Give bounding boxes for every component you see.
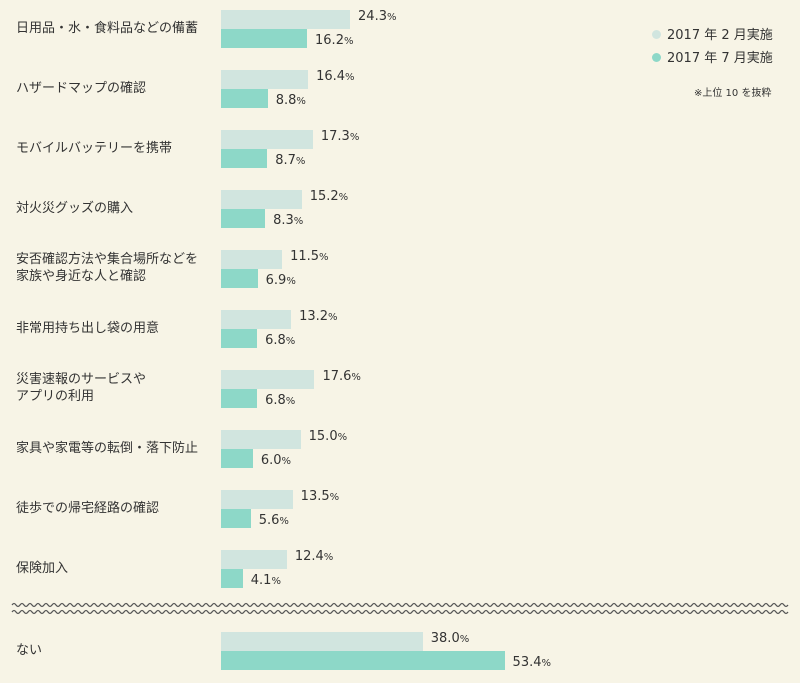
chart-note: ※上位 10 を抜粋: [694, 88, 772, 99]
legend-label-jul: 2017 年 7 月実施: [667, 51, 773, 66]
category-label: 日用品・水・食料品などの備蓄: [16, 21, 199, 36]
legend-item-feb: 2017 年 2 月実施: [652, 24, 773, 43]
bar-feb: [221, 250, 283, 269]
data-label: 11.5%: [290, 249, 329, 264]
category-label: ハザードマップの確認: [16, 81, 147, 96]
bar-jul: [221, 329, 258, 348]
data-label: 8.8%: [275, 93, 306, 108]
legend-swatch-feb: [652, 30, 661, 39]
data-label: 16.2%: [315, 33, 354, 48]
legend-swatch-jul: [652, 53, 661, 62]
category-label: 徒歩での帰宅経路の確認: [16, 501, 160, 516]
legend-item-jul: 2017 年 7 月実施: [652, 47, 773, 66]
category-label: 安否確認方法や集合場所などを 家族や身近な人と確認: [16, 252, 199, 284]
data-label: 12.4%: [294, 549, 334, 564]
data-label: 17.6%: [322, 369, 361, 384]
legend-label-feb: 2017 年 2 月実施: [667, 28, 773, 43]
category-label: モバイルバッテリーを携帯: [16, 141, 173, 156]
category-label: 対火災グッズの購入: [16, 201, 134, 216]
bar-feb: [221, 430, 301, 449]
category-label: 災害速報のサービスや アプリの利用: [16, 372, 147, 404]
bar-jul: [221, 209, 266, 228]
data-label: 53.4%: [512, 655, 552, 670]
data-label: 8.3%: [273, 213, 304, 228]
bar-feb: [221, 130, 313, 149]
bar-feb: [221, 490, 293, 509]
bar-feb: [221, 10, 351, 29]
data-label: 13.2%: [299, 309, 338, 324]
data-label: 6.8%: [265, 393, 296, 408]
category-label: 家具や家電等の転倒・落下防止: [16, 441, 199, 456]
category-label: 保険加入: [16, 561, 69, 576]
bar-feb: [221, 632, 423, 651]
data-label: 15.0%: [308, 429, 348, 444]
data-label: 17.3%: [320, 129, 360, 144]
data-label: 24.3%: [358, 9, 397, 24]
data-label: 4.1%: [250, 573, 281, 588]
category-label: ない: [16, 643, 43, 658]
data-label: 6.8%: [265, 333, 296, 348]
bar-jul: [221, 449, 253, 468]
bar-jul: [221, 269, 258, 288]
data-label: 5.6%: [258, 513, 289, 528]
data-label: 8.7%: [275, 153, 306, 168]
bar-feb: [221, 70, 309, 89]
data-label: 13.5%: [300, 489, 340, 504]
data-label: 15.2%: [309, 189, 349, 204]
data-label: 16.4%: [316, 69, 355, 84]
bar-jul: [221, 509, 251, 528]
bar-feb: [221, 190, 302, 209]
data-label: 6.0%: [260, 453, 292, 468]
bar-feb: [221, 310, 292, 329]
bar-jul: [221, 149, 268, 168]
data-label: 38.0%: [430, 631, 470, 646]
bar-jul: [221, 651, 505, 670]
bar-jul: [221, 389, 258, 408]
bar-jul: [221, 29, 308, 48]
bar-jul: [221, 89, 268, 108]
bar-feb: [221, 370, 315, 389]
bar-feb: [221, 550, 287, 569]
data-label: 6.9%: [265, 273, 296, 288]
bar-jul: [221, 569, 243, 588]
axis-break-wave: [11, 602, 789, 615]
category-label: 非常用持ち出し袋の用意: [16, 321, 160, 336]
